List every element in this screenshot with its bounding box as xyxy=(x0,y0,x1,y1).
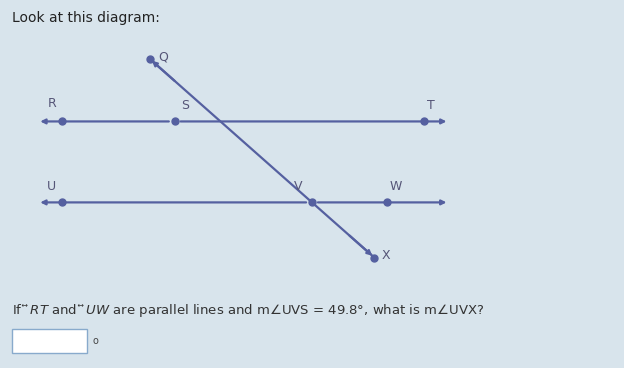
Text: If $\overleftrightarrow{RT}$ and $\overleftrightarrow{UW}$ are parallel lines an: If $\overleftrightarrow{RT}$ and $\overl… xyxy=(12,302,485,319)
Text: Q: Q xyxy=(158,50,168,64)
Text: X: X xyxy=(382,249,391,262)
Text: U: U xyxy=(47,180,56,193)
FancyBboxPatch shape xyxy=(12,329,87,353)
Text: T: T xyxy=(427,99,435,112)
Text: R: R xyxy=(47,98,56,110)
Text: V: V xyxy=(294,180,303,193)
Text: o: o xyxy=(92,336,98,346)
Text: W: W xyxy=(390,180,402,193)
Text: S: S xyxy=(181,99,189,112)
Text: Look at this diagram:: Look at this diagram: xyxy=(12,11,160,25)
